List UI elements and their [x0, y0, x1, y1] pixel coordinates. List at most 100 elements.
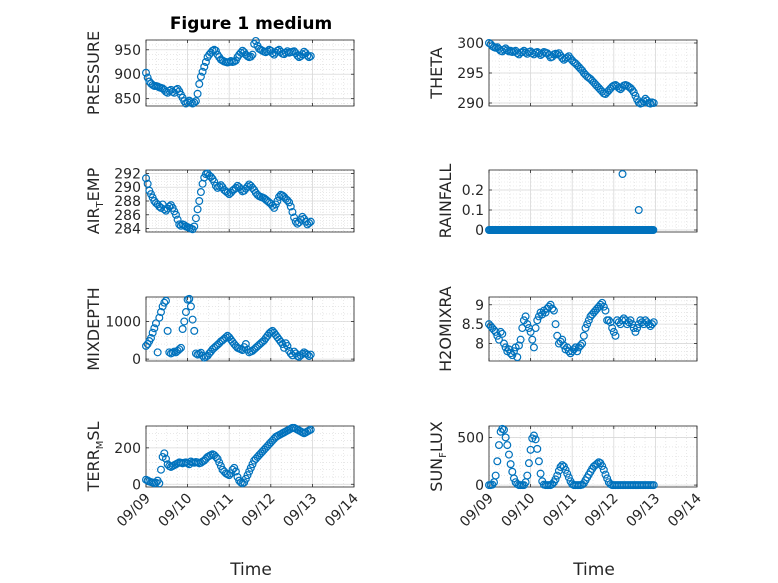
- theta-point: [513, 49, 522, 58]
- h2omixra-point: [611, 331, 620, 340]
- rainfall-point: [618, 170, 627, 179]
- theta-point: [646, 99, 655, 108]
- mixdepth-ylabel: MIXDEPTH: [84, 287, 103, 370]
- mixdepth-point: [161, 296, 170, 305]
- sun_flux-xtick-label: 09/13: [623, 491, 663, 531]
- h2omixra-point: [579, 331, 588, 340]
- h2omixra-markers: [485, 298, 658, 362]
- sun_flux-point: [493, 457, 502, 466]
- sun_flux-ytick-label: 500: [457, 430, 484, 446]
- sun_flux-point: [536, 469, 545, 478]
- sun_flux-point: [491, 471, 500, 480]
- mixdepth-point: [185, 294, 194, 303]
- sun_flux-point: [599, 465, 608, 474]
- mixdepth-point: [190, 326, 199, 335]
- mixdepth-point: [306, 350, 315, 359]
- mixdepth-point: [181, 308, 190, 317]
- air_temp-point: [195, 197, 204, 206]
- sun_flux-point: [524, 459, 533, 468]
- terr_msl-point: [306, 425, 315, 434]
- pressure-ytick-label: 850: [114, 92, 141, 108]
- h2omixra-point: [494, 335, 503, 344]
- pressure-point: [186, 98, 195, 107]
- mixdepth-point: [176, 343, 185, 352]
- pressure-point: [248, 50, 257, 59]
- mixdepth-point: [178, 325, 187, 334]
- h2omixra-ytick-label: 8.5: [462, 317, 484, 333]
- air_temp-point: [291, 217, 300, 226]
- sun_flux-xtick-label: 09/11: [540, 491, 580, 531]
- air_temp-point: [231, 183, 240, 192]
- h2omixra-point: [629, 324, 638, 333]
- terr_msl-point: [240, 478, 249, 487]
- pressure-point: [195, 79, 204, 88]
- terr_msl-point: [246, 463, 255, 472]
- mixdepth-point: [150, 324, 159, 333]
- x-axis-label-right: Time: [572, 560, 615, 580]
- theta-ytick-label: 300: [457, 36, 484, 52]
- h2omixra-point: [553, 331, 562, 340]
- sun_flux-point: [509, 474, 518, 483]
- mixdepth-point: [221, 333, 230, 342]
- h2omixra-point: [601, 306, 610, 315]
- air_temp-ylabel: AIRTEMP: [84, 167, 106, 234]
- sun_flux-point: [598, 462, 607, 471]
- mixdepth-axes-box: [145, 296, 355, 362]
- h2omixra-point: [608, 324, 617, 333]
- terr_msl-xtick-label: 09/11: [197, 491, 237, 531]
- terr_msl-point: [215, 458, 224, 467]
- pressure-point: [198, 67, 207, 76]
- pressure-point: [196, 72, 205, 81]
- sun_flux-xtick-label: 09/10: [499, 491, 539, 531]
- pressure-point: [193, 89, 202, 98]
- sun_flux-point: [488, 480, 497, 489]
- h2omixra-point: [578, 339, 587, 348]
- mixdepth-point: [158, 302, 167, 311]
- h2omixra-point: [633, 324, 642, 333]
- air_temp-ytick-label: 288: [114, 194, 141, 210]
- mixdepth-ytick-label: 1000: [105, 314, 141, 330]
- air_temp-markers: [142, 169, 315, 234]
- pressure-point: [268, 49, 277, 58]
- h2omixra-point: [571, 343, 580, 352]
- h2omixra-point: [631, 327, 640, 336]
- h2omixra-point: [528, 335, 537, 344]
- pressure-point: [191, 97, 200, 106]
- terr_msl-axes: 0 200 09/09 09/10 09/11 09/12 09/13 09/14 TERRMS…: [84, 422, 362, 531]
- air_temp-point: [306, 217, 315, 226]
- rainfall-ytick-label: 0.1: [462, 203, 484, 219]
- h2omixra-point: [558, 335, 567, 344]
- pressure-point: [246, 52, 255, 61]
- h2omixra-ytick-label: 8: [475, 337, 484, 353]
- mixdepth-point: [303, 350, 312, 359]
- h2omixra-axes: 8 8.5 9 H2OMIXRA: [436, 286, 698, 372]
- h2omixra-point: [576, 341, 585, 350]
- mixdepth-point: [180, 317, 189, 326]
- h2omixra-point: [514, 341, 523, 350]
- rainfall-markers: [485, 170, 658, 235]
- h2omixra-point: [564, 347, 573, 356]
- sun_flux-xtick-label: 09/14: [665, 490, 705, 530]
- pressure-point: [148, 80, 157, 89]
- air_temp-ytick-label: 290: [114, 180, 141, 196]
- mixdepth-point: [153, 348, 162, 357]
- terr_msl-point: [155, 479, 164, 488]
- air_temp-point: [285, 198, 294, 207]
- sun_flux-point: [564, 473, 573, 482]
- air_temp-ytick-label: 284: [114, 222, 141, 238]
- h2omixra-ytick-label: 9: [475, 298, 484, 314]
- pressure-point: [226, 57, 235, 66]
- h2omixra-point: [533, 316, 542, 325]
- terr_msl-point: [161, 454, 170, 463]
- air_temp-point: [191, 214, 200, 223]
- terr_msl-point: [241, 474, 250, 483]
- terr_msl-point: [213, 454, 222, 463]
- mixdepth-point: [160, 298, 169, 307]
- terr_msl-ytick-label: 200: [114, 441, 141, 457]
- air_temp-point: [273, 197, 282, 206]
- mixdepth-ytick-label: 0: [132, 352, 141, 368]
- h2omixra-point: [648, 320, 657, 329]
- mixdepth-point: [278, 340, 287, 349]
- h2omixra-point: [498, 329, 507, 338]
- terr_msl-ylabel: TERRMSL: [84, 422, 106, 493]
